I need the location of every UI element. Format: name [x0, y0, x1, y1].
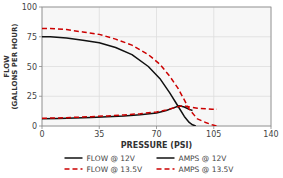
tick-label: 105 — [206, 130, 221, 139]
legend-swatch — [157, 168, 175, 170]
series-line — [42, 28, 217, 126]
tick-label: 140 — [263, 130, 278, 139]
legend-label: FLOW @ 13.5V — [87, 165, 144, 174]
tick-label: 50 — [27, 63, 37, 72]
axes: 0 25 50 75 100 0 35 70 105 140 — [22, 3, 279, 139]
tick — [39, 66, 42, 67]
grid-line — [99, 7, 100, 126]
grid — [42, 7, 271, 126]
tick-label: 35 — [94, 130, 104, 139]
tick — [39, 96, 42, 97]
grid-line — [213, 7, 214, 126]
axis-frame — [42, 7, 271, 126]
tick — [271, 126, 272, 129]
tick-label: 100 — [22, 3, 37, 12]
legend-swatch — [65, 157, 83, 159]
y-axis-label: FLOW(GALLONS PER HOUR) — [3, 23, 19, 109]
tick — [156, 126, 157, 129]
tick — [213, 126, 214, 129]
grid-line — [156, 7, 157, 126]
series-line — [42, 106, 192, 119]
tick — [39, 7, 42, 8]
legend-swatch — [65, 168, 83, 170]
legend-label: AMPS @ 12V — [179, 154, 228, 163]
tick — [39, 126, 42, 127]
legend-swatch — [157, 157, 175, 159]
tick-label: 70 — [151, 130, 161, 139]
tick-label: 0 — [32, 122, 37, 131]
x-axis-label: PRESSURE (PSI) — [121, 141, 192, 150]
tick — [99, 126, 100, 129]
tick-label: 25 — [27, 92, 37, 101]
series-group — [42, 28, 217, 126]
chart: 0 25 50 75 100 0 35 70 105 140 PRESSURE (PSI) FLOW(… — [0, 0, 283, 178]
plot-area — [42, 7, 271, 126]
tick-label: 75 — [27, 33, 37, 42]
legend-label: FLOW @ 12V — [87, 154, 136, 163]
tick — [42, 126, 43, 129]
tick — [39, 36, 42, 37]
legend: FLOW @ 12V AMPS @ 12V FLOW @ 13.5V AMPS @ 1… — [65, 154, 235, 174]
series-line — [42, 106, 217, 119]
legend-label: AMPS @ 13.5V — [179, 165, 235, 174]
tick-label: 0 — [39, 130, 44, 139]
